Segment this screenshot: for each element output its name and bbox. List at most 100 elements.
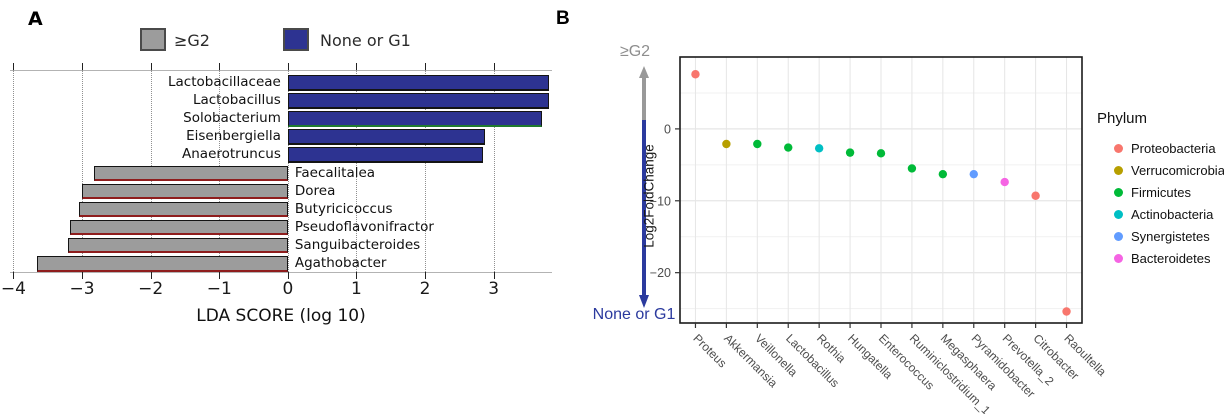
bar-label: Anaerotruncus [182,146,281,163]
bar-Sanguibacteroides [67,237,288,254]
legend-swatch-ge-g2 [140,28,166,51]
yaxis-top-group-label: ≥G2 [619,43,651,60]
gridline [13,70,15,272]
x-tick-label: −4 [0,279,26,299]
point-Citrobacter [1031,191,1040,200]
x-tick-label: −2 [138,279,164,299]
x-tick-bottom [219,272,221,279]
legend-entry-label: Firmicutes [1131,184,1191,200]
bar-label: Lactobacillus [192,92,281,109]
x-tick-top [150,63,152,70]
x-tick-label-Proteus: Proteus [690,331,729,370]
point-Proteus [691,70,700,79]
phylum-legend-row-Proteobacteria: Proteobacteria [1108,137,1224,159]
legend-label-none-or-g1: None or G1 [320,31,411,50]
bar-Faecalitalea [93,165,288,181]
gridline [425,70,427,272]
bar-label: Lactobacillaceae [167,74,281,90]
legend-entry-label: Verrucomicrobia [1131,162,1224,178]
legend-dot-icon [1114,231,1123,241]
legend-dot-icon [1114,187,1123,197]
panel-a-label: A [28,8,43,30]
point-Veillonella [753,139,762,149]
legend-label-ge-g2: ≥G2 [174,31,210,50]
x-tick-bottom [82,272,84,279]
bar-Dorea [82,183,288,200]
yaxis-bottom-group-label: None or G1 [592,306,676,323]
phylum-legend-row-Firmicutes: Firmicutes [1108,181,1224,203]
x-tick-top [219,63,221,70]
legend-entry-label: Actinobacteria [1131,206,1214,222]
panel-b-label: B [556,8,570,29]
point-Megasphaera [938,169,948,179]
phylum-legend-row-Actinobacteria: Actinobacteria [1108,203,1224,225]
x-tick-bottom [493,272,495,279]
phylum-legend-title: Phylum [1097,110,1148,127]
x-tick-top [425,63,427,70]
point-Enterococcus [876,149,886,158]
x-tick-label: 3 [488,279,500,299]
bar-Butyricicoccus [78,201,288,218]
bar-Anaerotruncus [287,147,483,163]
bar-Lactobacillaceae [287,75,549,91]
x-tick-label: −1 [206,279,232,299]
x-tick-label: 2 [419,279,431,299]
bar-Solobacterium [287,111,542,127]
bar-label: Eisenbergiella [186,128,281,145]
legend-dot-icon [1114,209,1123,219]
bar-label: Dorea [294,182,336,199]
x-tick-top [82,63,84,70]
legend-dot-icon [1114,143,1123,153]
x-tick-label: −3 [69,279,95,299]
y-tick-label: −10 [650,194,671,208]
point-Raoultella [1062,307,1071,316]
x-tick-top [493,63,495,70]
bar-Lactobacillus [287,93,549,109]
phylum-legend-row-Synergistetes: Synergistetes [1108,225,1224,247]
legend-dot-icon [1114,165,1123,175]
y-tick-label: −20 [650,266,671,280]
phylum-legend: Proteobacteria Verrucomicrobia Firmicutes A… [1108,137,1224,269]
point-Ruminiclostridium_1 [907,164,917,173]
x-tick-top [356,63,358,70]
x-tick-bottom [356,272,358,279]
plot-bottom-spine [10,272,552,273]
lda-bar-plot-area: −4 −3 −2 −1 0 1 2 3 Lactobacillaceae Lactobacillu… [1,63,552,299]
x-tick-label: 0 [282,279,294,299]
gridline [287,70,289,272]
gridline [493,70,495,272]
gridline [82,70,84,272]
legend-entry-label: Bacteroidetes [1131,250,1211,266]
x-tick-top [13,63,15,70]
x-tick-bottom [425,272,427,279]
legend-swatch-none-or-g1 [283,28,309,51]
bar-Agathobacter [37,256,288,272]
x-tick-bottom [287,272,289,279]
bar-label: Sanguibacteroides [294,236,421,253]
phylum-legend-row-Verrucomicrobia: Verrucomicrobia [1108,159,1224,181]
x-tick-top [287,63,289,70]
legend-entry-label: Proteobacteria [1131,140,1216,156]
x-tick-bottom [150,272,152,279]
x-tick-bottom [13,272,15,279]
legend-dot-icon [1114,253,1123,263]
updown-arrow-icon [639,66,649,308]
y-tick-label: 0 [664,122,671,136]
bar-label: Faecalitalea [294,164,376,181]
bar-label: Butyricicoccus [294,200,393,217]
point-Pyramidobacter [969,169,978,179]
bar-label: Agathobacter [294,255,387,271]
plot-top-spine [10,70,552,71]
gridline [356,70,358,272]
legend-entry-label: Synergistetes [1131,228,1210,244]
phylum-legend-row-Bacteroidetes: Bacteroidetes [1108,247,1224,269]
bar-Pseudoflavonifractor [70,219,288,236]
x-tick-label: 1 [351,279,362,299]
bar-label: Pseudoflavonifractor [294,218,434,235]
bar-Eisenbergiella [287,129,485,145]
point-Lactobacillus [784,143,793,152]
point-Prevotella_2 [1000,177,1009,187]
point-Hungatella [845,148,855,157]
point-Rothia [814,144,824,153]
log2fc-scatter-plot: 0−10−20ProteusAkkermansiaVeillonellaLact… [650,56,1109,414]
